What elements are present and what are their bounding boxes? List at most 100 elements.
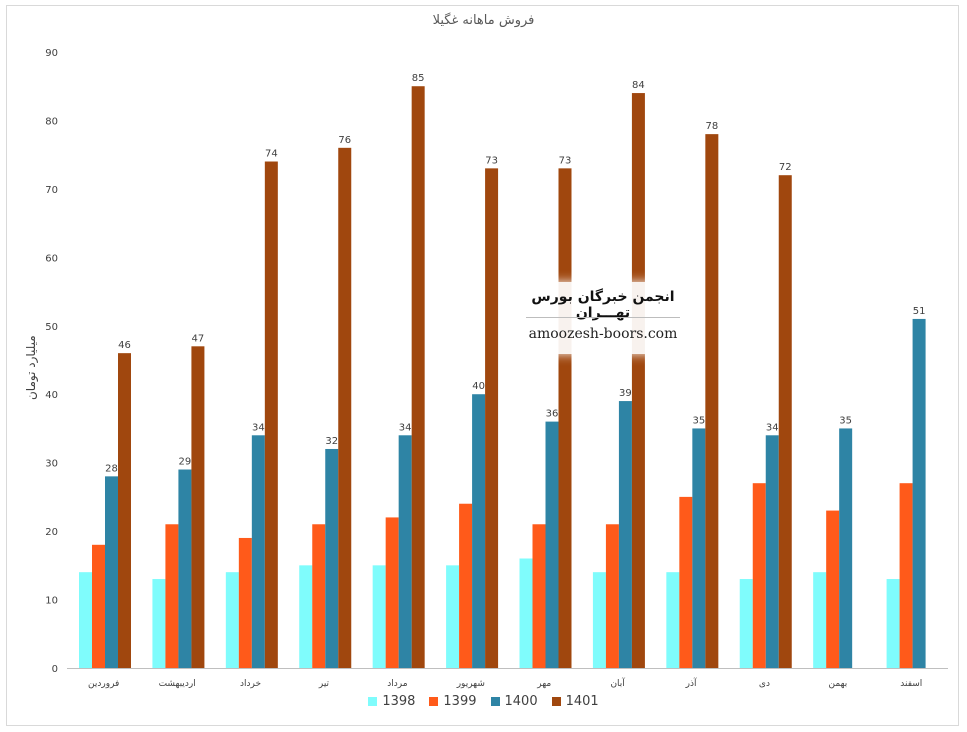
bar-1399 (532, 524, 546, 668)
legend-label: 1401 (565, 694, 599, 709)
data-label-1401: 72 (779, 162, 792, 173)
bar-1401 (778, 175, 792, 668)
legend-swatch (429, 697, 439, 706)
bar-1399 (165, 524, 179, 668)
legend-swatch (368, 697, 378, 706)
data-label-1400: 29 (179, 457, 192, 468)
bar-1399 (605, 524, 619, 668)
bar-1401 (411, 86, 425, 668)
legend-item-1398: 1398 (368, 694, 415, 709)
x-tick-label: خرداد (240, 679, 261, 689)
bar-1401 (631, 93, 645, 669)
x-tick-label: آبان (610, 677, 625, 689)
data-label-1400: 28 (105, 463, 118, 474)
bar-1398 (152, 579, 166, 668)
bar-1398 (813, 572, 827, 668)
chart-title: فروش ماهانه غگیلا (432, 13, 535, 28)
data-label-1400: 32 (325, 436, 338, 447)
bar-1400 (618, 401, 632, 668)
data-label-1400: 34 (766, 422, 779, 433)
y-tick-label: 70 (45, 185, 58, 196)
data-label-1400: 35 (692, 415, 705, 426)
watermark-url: amoozesh-boors.com (528, 326, 678, 342)
data-label-1400: 34 (399, 422, 412, 433)
x-tick-label: شهریور (456, 679, 485, 689)
data-label-1401: 46 (118, 340, 131, 351)
data-label-1400: 35 (839, 415, 852, 426)
y-tick-label: 20 (45, 527, 58, 538)
legend-label: 1398 (382, 694, 416, 709)
data-label-1400: 34 (252, 422, 265, 433)
bar-1400 (692, 428, 706, 668)
bar-1400 (251, 435, 265, 668)
bar-1400 (105, 476, 118, 668)
x-tick-label: اسفند (900, 679, 922, 689)
bar-1401 (485, 168, 499, 668)
x-tick-label: مهر (536, 679, 551, 689)
bar-1400 (765, 435, 779, 668)
x-tick-label: تیر (318, 679, 330, 689)
bar-1401 (118, 353, 131, 668)
y-tick-label: 50 (45, 322, 58, 333)
bar-1398 (886, 579, 900, 668)
bar-1400 (545, 421, 559, 668)
data-label-1401: 84 (632, 80, 645, 91)
y-tick-label: 0 (52, 664, 58, 675)
data-label-1400: 39 (619, 388, 632, 399)
x-tick-label: دی (759, 679, 770, 689)
y-tick-label: 80 (45, 116, 58, 127)
data-label-1401: 73 (485, 155, 498, 166)
bar-1399 (679, 496, 693, 668)
bar-1398 (299, 565, 313, 668)
bar-1398 (79, 572, 92, 668)
data-label-1401: 85 (412, 73, 425, 84)
data-label-1400: 51 (913, 306, 926, 317)
bar-1399 (238, 537, 252, 668)
legend-item-1400: 1400 (490, 694, 538, 709)
bar-1399 (826, 510, 840, 668)
data-label-1401: 76 (338, 135, 351, 146)
y-tick-label: 10 (45, 596, 58, 607)
bar-1401 (705, 134, 719, 669)
legend: 1398 1399 1400 1401 (0, 694, 967, 709)
x-tick-label: بهمن (829, 679, 848, 689)
bar-1398 (666, 572, 680, 668)
bar-1401 (558, 168, 572, 668)
bar-1398 (225, 572, 239, 668)
bar-1399 (92, 544, 105, 668)
bar-1398 (592, 572, 606, 668)
bar-1399 (752, 483, 766, 668)
bar-1401 (264, 161, 278, 668)
x-tick-label: فروردین (88, 679, 119, 689)
bar-1400 (472, 394, 486, 668)
bar-1400 (839, 428, 853, 668)
bar-1398 (446, 565, 460, 668)
watermark: انجمن خبرگان بورس تهـــران amoozesh-boor… (522, 282, 684, 354)
data-label-1401: 73 (559, 155, 572, 166)
bar-1399 (459, 503, 473, 668)
bar-1399 (899, 483, 913, 668)
bar-1398 (372, 565, 386, 668)
y-tick-label: 40 (45, 390, 58, 401)
y-tick-label: 60 (45, 253, 58, 264)
data-label-1400: 40 (472, 381, 485, 392)
bar-1399 (312, 524, 326, 668)
bar-1401 (191, 346, 205, 668)
legend-label: 1400 (504, 694, 538, 709)
y-tick-label: 30 (45, 459, 58, 470)
x-tick-label: اردیبهشت (159, 679, 196, 689)
legend-label: 1399 (443, 694, 477, 709)
data-label-1401: 78 (705, 121, 718, 132)
bar-1400 (398, 435, 412, 668)
data-label-1401: 74 (265, 149, 278, 160)
data-label-1400: 36 (546, 409, 559, 420)
bar-1400 (325, 448, 339, 668)
bar-1398 (519, 558, 533, 668)
watermark-divider (526, 317, 680, 318)
legend-item-1401: 1401 (551, 694, 599, 709)
data-label-1401: 47 (192, 333, 205, 344)
bar-1400 (178, 469, 192, 668)
x-tick-label: مرداد (387, 679, 407, 689)
y-tick-label: 90 (45, 48, 58, 59)
